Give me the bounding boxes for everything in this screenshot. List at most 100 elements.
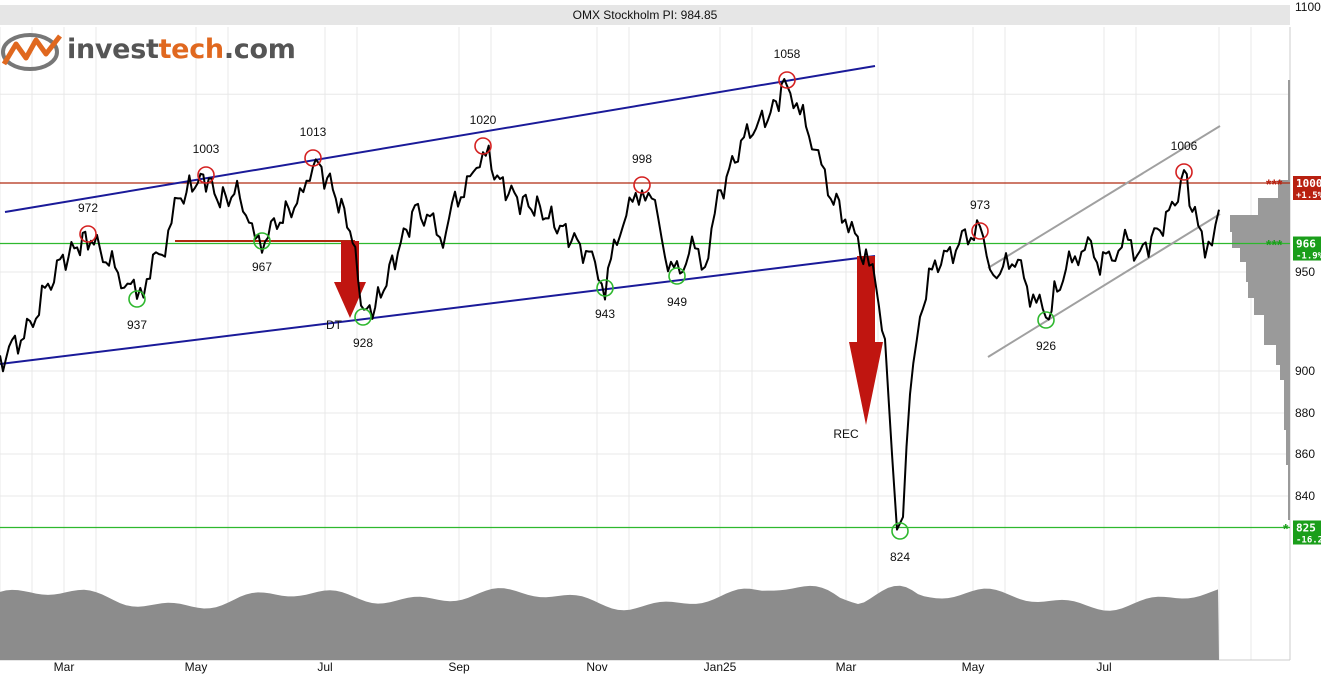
trend-channels: [0, 65, 1221, 365]
level-pct-label: -1.9%: [1296, 252, 1321, 262]
top-marker: [197, 166, 215, 184]
x-tick-label: Jul: [1096, 660, 1111, 674]
extrema-markers: 972 937 1003 967 1013 928 1020 943 998 949 1058 824…: [78, 47, 1198, 564]
histogram-bar: [1246, 262, 1290, 282]
level-pct-tag: [1293, 189, 1321, 200]
x-tick-label: Mar: [836, 660, 857, 674]
extrema-label: 967: [252, 260, 272, 274]
extrema-label: 998: [632, 152, 652, 166]
level-value-label: 966: [1296, 238, 1316, 251]
price-distribution-histogram: [1230, 80, 1290, 520]
bottom-marker: [891, 522, 909, 540]
histogram-bar: [1240, 248, 1290, 262]
short-channel-upper: [987, 125, 1221, 269]
x-tick-label: Jan25: [704, 660, 737, 674]
bottom-marker: [253, 232, 271, 250]
rising-channel-upper: [4, 65, 876, 213]
signal-arrows: DT REC: [326, 241, 883, 441]
histogram-bar: [1264, 315, 1290, 345]
grid-lines: [0, 27, 1291, 661]
top-marker: [1175, 163, 1193, 181]
histogram-bar: [1258, 198, 1290, 215]
histogram-bar: [1276, 345, 1290, 365]
level-stars: ***: [1266, 237, 1283, 253]
investtech-logo: investtech.com: [0, 28, 296, 74]
x-axis: Mar May Jul Sep Nov Jan25 Mar May Jul: [54, 660, 1112, 674]
y-tick-label: 840: [1295, 489, 1315, 503]
logo-text-part3: .com: [223, 34, 296, 65]
y-axis: 840 860 880 900 950 1100: [1295, 0, 1321, 503]
level-pct-tag: [1293, 249, 1321, 261]
short-channel-lower: [987, 213, 1221, 358]
x-tick-label: Nov: [586, 660, 607, 674]
level-stars: ***: [1266, 176, 1283, 192]
level-value-label: 825: [1296, 522, 1316, 535]
y-tick-label: 950: [1295, 265, 1315, 279]
extrema-label: 928: [353, 336, 373, 350]
extrema-label: 973: [970, 198, 990, 212]
bottom-marker: [668, 267, 686, 285]
signal-label-rec: REC: [833, 427, 859, 441]
histogram-bar: [1254, 298, 1290, 315]
level-pct-label: +1.5%: [1296, 191, 1321, 201]
top-marker: [474, 137, 492, 155]
x-tick-label: May: [962, 660, 985, 674]
extrema-label: 1006: [1171, 139, 1198, 153]
logo-text-part1: invest: [67, 34, 159, 65]
level-value-tag: [1293, 520, 1321, 535]
plot-background: [0, 27, 1290, 660]
price-line: [0, 78, 1220, 531]
y-tick-label: 900: [1295, 364, 1315, 378]
signal-label-dt: DT: [326, 318, 343, 332]
chart-title: OMX Stockholm PI: 984.85: [0, 5, 1290, 25]
top-marker: [633, 176, 651, 194]
extrema-label: 949: [667, 295, 687, 309]
extrema-label: 972: [78, 201, 98, 215]
level-pct-label: -16.2%: [1296, 536, 1321, 546]
level-value-tag: [1293, 236, 1321, 251]
histogram-bar: [1280, 365, 1290, 380]
top-marker: [778, 71, 796, 89]
volume-panel: [0, 585, 1219, 660]
level-value-label: 1000: [1296, 177, 1321, 190]
bottom-marker: [596, 279, 614, 297]
histogram-bar: [1284, 380, 1290, 430]
x-tick-label: Jul: [317, 660, 332, 674]
histogram-bar: [1288, 80, 1290, 180]
bottom-marker: [354, 308, 372, 326]
x-tick-label: Mar: [54, 660, 75, 674]
histogram-bar: [1288, 465, 1290, 520]
x-tick-label: Sep: [448, 660, 470, 674]
rectangle-sell-arrow: [849, 256, 883, 425]
level-value-tag: [1293, 176, 1321, 190]
bottom-marker: [1037, 311, 1055, 329]
level-tags: *** 1000+1.5% *** 966-1.9% * 825-16.2%: [1266, 176, 1321, 546]
extrema-label: 943: [595, 307, 615, 321]
histogram-bar: [1230, 215, 1290, 232]
extrema-label: 1020: [470, 113, 497, 127]
histogram-bar: [1278, 180, 1290, 198]
x-tick-label: May: [185, 660, 208, 674]
level-pct-tag: [1293, 533, 1321, 545]
y-tick-label: 880: [1295, 406, 1315, 420]
y-tick-label: 1100: [1295, 0, 1321, 14]
top-marker: [971, 222, 989, 240]
extrema-label: 1013: [300, 125, 327, 139]
extrema-label: 937: [127, 318, 147, 332]
rising-channel-lower: [0, 255, 876, 365]
y-tick-label: 860: [1295, 447, 1315, 461]
extrema-label: 1058: [774, 47, 801, 61]
price-series: [0, 78, 1220, 531]
top-marker: [79, 225, 97, 243]
extrema-label: 824: [890, 550, 910, 564]
bottom-marker: [128, 290, 146, 308]
logo-text-part2: tech: [158, 34, 225, 65]
level-stars: *: [1283, 521, 1289, 537]
histogram-bar: [1286, 430, 1290, 465]
extrema-label: 1003: [193, 142, 220, 156]
logo-mark-icon: [1, 33, 62, 71]
top-marker: [304, 149, 322, 167]
double-top-sell-arrow: [334, 241, 366, 318]
histogram-bar: [1248, 282, 1290, 298]
